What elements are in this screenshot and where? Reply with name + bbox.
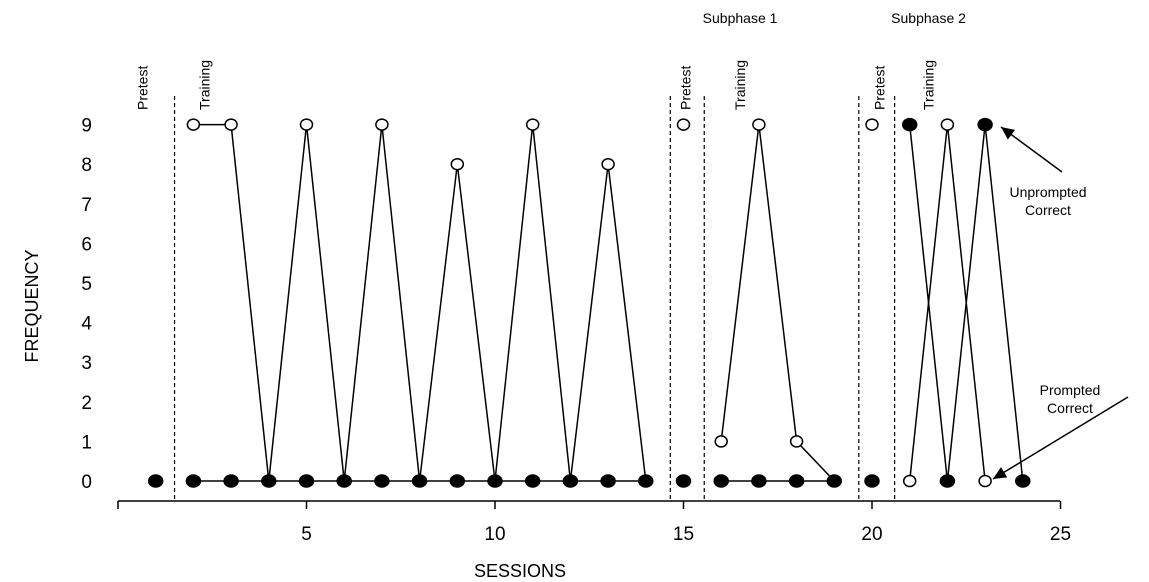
prompted-point bbox=[977, 117, 993, 132]
x-tick-label: 20 bbox=[861, 524, 882, 545]
phase-label: Training bbox=[732, 60, 748, 110]
prompted-point bbox=[1015, 474, 1031, 488]
unprompted-point bbox=[714, 435, 728, 448]
y-tick-label: 5 bbox=[81, 274, 92, 295]
unprompted-point bbox=[940, 118, 955, 131]
unprompted-point bbox=[186, 118, 201, 131]
data-series bbox=[147, 117, 1031, 488]
unprompted-series-line bbox=[720, 124, 835, 482]
unprompted-point bbox=[450, 157, 465, 171]
annotation-arrow-head bbox=[1001, 127, 1016, 140]
unprompted-point bbox=[752, 118, 766, 131]
prompted-point bbox=[788, 474, 805, 488]
x-tick-label: 10 bbox=[484, 524, 505, 545]
prompted-point bbox=[751, 474, 767, 488]
y-tick-label: 7 bbox=[81, 195, 92, 216]
annotations: Unprompted Correct Prompted Correct bbox=[992, 126, 1129, 480]
unprompted-point bbox=[902, 474, 917, 488]
unprompted-point bbox=[525, 118, 540, 131]
phase-label: Training bbox=[197, 60, 213, 110]
ticks: 5 10 15 20 25 0 1 2 3 4 5 6 7 8 9 bbox=[81, 116, 1071, 545]
annotation-arrow-head bbox=[993, 467, 1008, 479]
prompted-point bbox=[411, 474, 428, 488]
unprompted-point bbox=[789, 435, 804, 448]
phase-label: Pretest bbox=[872, 66, 888, 110]
unprompted-series-line bbox=[193, 123, 647, 482]
unprompted-point bbox=[299, 118, 314, 131]
annotation-arrow-line bbox=[992, 396, 1129, 480]
unprompted-point bbox=[978, 474, 992, 488]
prompted-point bbox=[524, 474, 541, 488]
y-tick-label: 0 bbox=[81, 472, 92, 493]
y-tick-label: 8 bbox=[81, 155, 92, 176]
prompted-point bbox=[185, 474, 202, 488]
prompted-point bbox=[713, 474, 729, 488]
subphase-label: Subphase 1 bbox=[703, 10, 778, 26]
y-axis-title: FREQUENCY bbox=[22, 249, 42, 362]
x-tick-label: 5 bbox=[301, 524, 312, 545]
x-tick-label: 25 bbox=[1050, 524, 1071, 545]
y-tick-label: 4 bbox=[81, 314, 92, 335]
y-tick-label: 9 bbox=[81, 116, 92, 137]
prompted-point bbox=[826, 474, 843, 488]
annotation-text: Unprompted bbox=[1009, 184, 1086, 200]
prompted-point bbox=[864, 474, 880, 488]
unprompted-point bbox=[676, 118, 691, 131]
unprompted-point bbox=[601, 157, 615, 171]
unprompted-point bbox=[865, 118, 879, 131]
x-tick-label: 15 bbox=[673, 524, 694, 545]
phase-label: Pretest bbox=[135, 66, 151, 110]
unprompted-point bbox=[375, 118, 389, 131]
prompted-point bbox=[901, 117, 918, 132]
prompted-point bbox=[675, 474, 692, 488]
prompted-point bbox=[449, 474, 466, 488]
phase-label: Training bbox=[921, 60, 937, 110]
prompted-point bbox=[374, 474, 390, 488]
prompted-point bbox=[223, 474, 239, 488]
annotation-text: Correct bbox=[1025, 202, 1071, 218]
prompted-point bbox=[336, 474, 352, 488]
prompted-series-line bbox=[908, 124, 1024, 482]
labels: SESSIONS FREQUENCY Pretest Training Pretes… bbox=[22, 10, 966, 581]
y-tick-label: 3 bbox=[81, 353, 92, 374]
unprompted-point bbox=[224, 118, 238, 131]
y-tick-label: 1 bbox=[81, 432, 92, 453]
prompted-point bbox=[487, 474, 503, 488]
prompted-point bbox=[147, 474, 164, 488]
phase-label: Pretest bbox=[677, 66, 693, 110]
annotation-text: Correct bbox=[1047, 400, 1093, 416]
prompted-point bbox=[939, 474, 956, 488]
y-tick-label: 6 bbox=[81, 234, 92, 255]
prompted-point bbox=[261, 474, 277, 488]
annotation-text: Prompted bbox=[1040, 382, 1101, 398]
prompted-point bbox=[600, 474, 616, 488]
prompted-point bbox=[562, 474, 579, 488]
unprompted-series-line bbox=[908, 124, 986, 482]
x-axis-title: SESSIONS bbox=[474, 561, 566, 581]
subphase-label: Subphase 2 bbox=[891, 10, 966, 26]
y-tick-label: 2 bbox=[81, 393, 92, 414]
prompted-point bbox=[638, 474, 654, 488]
phase-lines bbox=[173, 96, 896, 501]
prompted-point bbox=[298, 474, 315, 488]
